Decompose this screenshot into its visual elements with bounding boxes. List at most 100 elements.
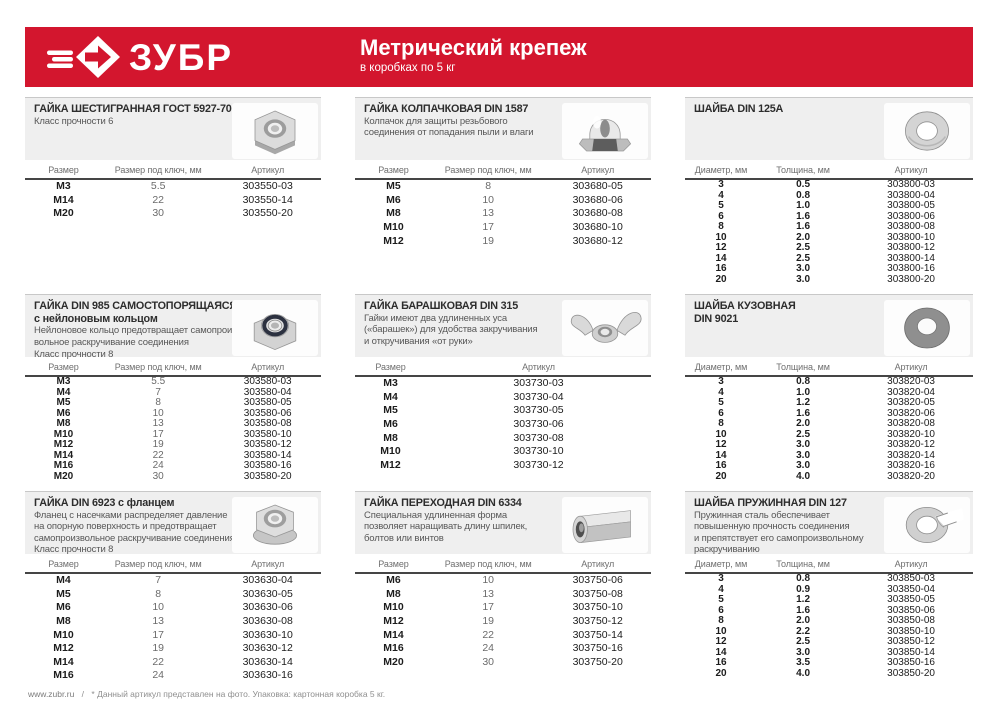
table-row: M20 30 303580-20: [25, 471, 321, 483]
value-cell: 16: [715, 263, 727, 274]
column-header: Артикул: [849, 358, 973, 377]
section-text: ГАЙКА КОЛПАЧКОВАЯ DIN 1587 Колпачок для з…: [364, 103, 562, 160]
column-header-row: Размер Размер под ключ, мм Артикул: [355, 555, 651, 574]
artikul-cell: 303630-14: [242, 655, 293, 668]
table-row: 10 2.0 303800-10: [685, 231, 973, 244]
value-cell: 22: [152, 193, 165, 206]
value-cell: M12: [53, 439, 74, 450]
value-cell: 19: [482, 615, 495, 628]
artikul-cell: 303580-06: [243, 407, 292, 419]
description-line: и откручивания «от руки»: [364, 335, 473, 347]
size-table: Диаметр, мм Толщина, мм Артикул 3 0.8 303820-…: [685, 358, 973, 482]
value-cell: 3.0: [796, 439, 811, 450]
section-header: ГАЙКА DIN 985 САМОСТОПОРЯЩАЯСЯ, с нейлоно…: [25, 295, 321, 360]
product-section-lock-nut-din-985: ГАЙКА DIN 985 САМОСТОПОРЯЩАЯСЯ, с нейлоно…: [25, 294, 321, 482]
column-header: Артикул: [544, 161, 651, 180]
size-table: Размер Размер под ключ, мм Артикул M3 5.5 303…: [25, 358, 321, 482]
artikul-cell: 303820-14: [887, 449, 935, 461]
value-cell: M6: [383, 418, 398, 431]
title-line: ГАЙКА DIN 985 САМОСТОПОРЯЩАЯСЯ,: [34, 300, 240, 312]
value-cell: M12: [383, 234, 404, 247]
table-row: M10 17 303750-10: [355, 601, 651, 615]
table-row: 14 2.5 303800-14: [685, 252, 973, 265]
value-cell: 6: [718, 210, 724, 222]
artikul-cell: 303800-08: [887, 221, 935, 232]
value-cell: 7: [155, 386, 161, 398]
product-section-washer-din-125a: ШАЙБА DIN 125A Диаметр, мм Толщина, мм Арти…: [685, 97, 973, 285]
section-title: ШАЙБА DIN 125A: [694, 103, 884, 116]
description-line: Специальная удлиненная форма: [364, 509, 508, 521]
value-cell: 24: [482, 642, 495, 655]
value-cell: M10: [380, 445, 401, 458]
value-cell: 16: [715, 657, 727, 668]
value-cell: M6: [386, 574, 401, 587]
column-header: Размер под ключ, мм: [431, 161, 545, 180]
artikul-cell: 303680-05: [572, 180, 623, 193]
artikul-cell: 303800-12: [887, 242, 935, 253]
artikul-cell: 303820-04: [887, 386, 935, 398]
value-cell: 20: [715, 667, 727, 679]
artikul-cell: 303850-05: [887, 594, 935, 605]
value-cell: M20: [383, 655, 404, 668]
artikul-cell: 303550-20: [242, 207, 293, 220]
artikul-cell: 303730-10: [513, 445, 564, 458]
value-cell: M5: [56, 397, 71, 408]
column-header: Диаметр, мм: [685, 161, 757, 180]
value-cell: 30: [482, 655, 495, 668]
description-line: раскручиванию: [694, 544, 760, 556]
title-line: ГАЙКА БАРАШКОВАЯ DIN 315: [364, 300, 519, 312]
artikul-cell: 303820-20: [887, 470, 935, 482]
value-cell: 3.0: [796, 646, 811, 658]
description-line: Колпачок для защиты резьбового: [364, 115, 508, 127]
section-description: Нейлоновое кольцо предотвращает самопрои…: [34, 325, 240, 360]
value-cell: M16: [383, 642, 404, 655]
site-link[interactable]: www.zubr.ru: [28, 689, 75, 699]
column-header: Размер под ключ, мм: [101, 555, 215, 574]
artikul-cell: 303820-08: [887, 418, 935, 429]
artikul-cell: 303800-04: [887, 189, 935, 201]
artikul-cell: 303750-20: [572, 655, 623, 668]
description-line: Класс прочности 6: [34, 115, 114, 127]
artikul-cell: 303800-10: [887, 231, 935, 243]
value-cell: 0.8: [796, 376, 811, 387]
value-cell: 2.0: [796, 231, 811, 243]
value-cell: M10: [53, 628, 74, 641]
artikul-cell: 303850-14: [887, 646, 935, 658]
page-header-banner: ЗУБР Метрический крепеж в коробках по 5 …: [25, 27, 973, 87]
table-row: M14 22 303630-14: [25, 656, 321, 670]
table-row: 16 3.0 303800-16: [685, 263, 973, 275]
column-header: Толщина, мм: [757, 555, 850, 574]
value-cell: 2.5: [796, 252, 811, 264]
value-cell: 5: [718, 397, 724, 408]
value-cell: 13: [152, 418, 164, 429]
arrow-right-icon: [85, 45, 111, 69]
artikul-cell: 303820-05: [887, 397, 935, 408]
artikul-cell: 303750-12: [572, 615, 623, 628]
artikul-cell: 303820-12: [887, 439, 935, 450]
table-row: 16 3.0 303820-16: [685, 460, 973, 472]
artikul-cell: 303580-04: [243, 386, 292, 398]
section-description: Фланец с насечками распределяет давление…: [34, 510, 235, 556]
title-line: ГАЙКА DIN 6923 с фланцем: [34, 497, 175, 509]
artikul-cell: 303750-14: [572, 628, 623, 641]
table-row: M8 13 303750-08: [355, 588, 651, 602]
description-line: Класс прочности 8: [34, 348, 114, 360]
description-line: позволяет наращивать длину шпилек,: [364, 521, 528, 533]
value-cell: 12: [715, 242, 727, 253]
value-cell: 1.6: [796, 407, 811, 419]
title-line: ГАЙКА КОЛПАЧКОВАЯ DIN 1587: [364, 103, 529, 115]
column-header: Диаметр, мм: [685, 555, 757, 574]
value-cell: 3.0: [796, 449, 811, 461]
section-title: ГАЙКА БАРАШКОВАЯ DIN 315: [364, 300, 562, 313]
value-cell: M8: [56, 418, 71, 429]
value-cell: 17: [482, 601, 495, 614]
value-cell: 5: [718, 594, 724, 605]
table-row: 6 1.6 303820-06: [685, 407, 973, 420]
body-washer-image: [884, 300, 970, 356]
value-cell: 0.9: [796, 583, 811, 595]
value-cell: 10: [152, 601, 165, 614]
artikul-cell: 303800-16: [887, 263, 935, 274]
artikul-cell: 303730-03: [513, 377, 564, 390]
value-cell: 10: [152, 407, 164, 419]
table-row: 12 3.0 303820-12: [685, 439, 973, 451]
